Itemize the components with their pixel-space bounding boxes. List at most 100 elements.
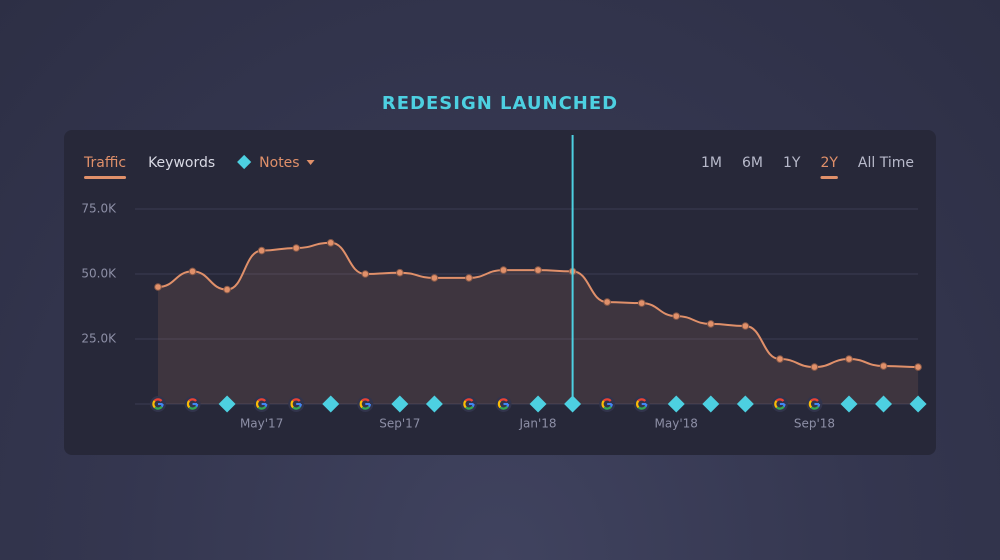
x-tick-label: Jan'18 xyxy=(519,417,557,431)
google-marker[interactable] xyxy=(495,396,512,412)
google-arc xyxy=(361,405,371,410)
google-marker[interactable] xyxy=(253,396,270,412)
point xyxy=(292,244,301,252)
google-marker[interactable] xyxy=(771,396,788,412)
point xyxy=(361,270,370,278)
google-arc xyxy=(153,398,163,402)
notes-icon xyxy=(237,154,252,170)
point xyxy=(326,239,335,247)
x-tick-label: Sep'17 xyxy=(379,417,420,431)
google-arc xyxy=(463,400,467,409)
point xyxy=(396,268,404,277)
google-arc xyxy=(465,405,474,410)
note-marker[interactable] xyxy=(875,395,893,413)
google-arc xyxy=(188,405,198,410)
google-arc xyxy=(603,405,612,410)
google-marker[interactable] xyxy=(150,396,166,412)
point xyxy=(223,285,231,294)
note-marker[interactable] xyxy=(564,395,582,413)
google-arc xyxy=(257,405,267,410)
range-button[interactable]: 1M xyxy=(701,155,722,171)
y-tick-label: 75.0K xyxy=(81,202,117,216)
tab-underline xyxy=(84,176,127,179)
google-arc xyxy=(637,405,647,410)
google-arc xyxy=(637,398,647,402)
tab[interactable]: Keywords xyxy=(148,155,215,171)
google-marker[interactable] xyxy=(460,396,477,412)
point xyxy=(257,246,266,255)
google-arc xyxy=(255,400,260,409)
google-arc xyxy=(154,405,163,410)
tab[interactable]: Traffic xyxy=(83,155,126,171)
google-arc xyxy=(601,400,605,409)
google-arc xyxy=(808,400,813,409)
google-arc xyxy=(291,398,301,402)
range-button[interactable]: 6M xyxy=(742,155,763,171)
y-tick-label: 25.0K xyxy=(81,332,117,346)
google-arc xyxy=(359,400,364,409)
notes-caret xyxy=(306,160,315,165)
point xyxy=(188,267,197,276)
google-arc xyxy=(774,400,778,409)
area xyxy=(158,242,919,404)
google-arc xyxy=(499,405,509,410)
google-marker[interactable] xyxy=(288,396,305,412)
google-marker[interactable] xyxy=(357,396,374,412)
google-arc xyxy=(290,400,294,409)
point xyxy=(603,298,611,306)
point xyxy=(534,266,542,274)
point xyxy=(845,355,853,363)
google-marker[interactable] xyxy=(184,396,201,412)
note-marker[interactable] xyxy=(529,395,547,413)
google-arc xyxy=(602,398,612,402)
google-arc xyxy=(497,400,502,409)
google-arc xyxy=(188,398,197,402)
range-button[interactable]: 2Y xyxy=(820,155,838,171)
note-marker[interactable] xyxy=(322,395,340,413)
point xyxy=(430,274,439,282)
google-marker[interactable] xyxy=(599,396,616,412)
point xyxy=(810,363,819,371)
point xyxy=(637,299,646,307)
google-arc xyxy=(776,405,785,410)
note-marker[interactable] xyxy=(667,395,685,413)
point xyxy=(465,274,473,282)
google-marker[interactable] xyxy=(806,396,823,412)
y-tick-label: 50.0K xyxy=(81,267,117,281)
note-marker[interactable] xyxy=(736,395,754,413)
x-tick-label: Sep'18 xyxy=(794,417,835,431)
point xyxy=(776,355,784,363)
note-marker[interactable] xyxy=(425,395,443,413)
note-marker[interactable] xyxy=(391,395,409,413)
note-marker[interactable] xyxy=(840,395,858,413)
range-button[interactable]: 1Y xyxy=(783,155,801,171)
point xyxy=(879,362,888,370)
google-arc xyxy=(464,398,474,402)
point xyxy=(499,266,508,274)
google-marker[interactable] xyxy=(633,396,650,412)
x-tick-label: May'18 xyxy=(655,417,698,431)
note-marker[interactable] xyxy=(218,395,236,413)
google-arc xyxy=(810,398,819,402)
annotation-title: REDESIGN LAUNCHED xyxy=(382,93,618,114)
point xyxy=(154,283,162,291)
point xyxy=(741,322,750,330)
note-marker[interactable] xyxy=(702,395,720,413)
range-button[interactable]: All Time xyxy=(858,155,914,171)
google-arc xyxy=(499,398,508,402)
google-arc xyxy=(257,398,267,402)
google-arc xyxy=(636,400,640,409)
google-arc xyxy=(186,400,191,409)
point xyxy=(707,320,715,328)
google-arc xyxy=(810,405,820,410)
google-arc xyxy=(361,398,370,402)
point xyxy=(914,363,922,371)
google-arc xyxy=(152,400,156,409)
note-marker[interactable] xyxy=(909,395,927,413)
x-tick-label: May'17 xyxy=(240,417,283,431)
tab[interactable]: Notes xyxy=(259,155,299,171)
google-arc xyxy=(775,398,785,402)
panel xyxy=(64,130,936,455)
